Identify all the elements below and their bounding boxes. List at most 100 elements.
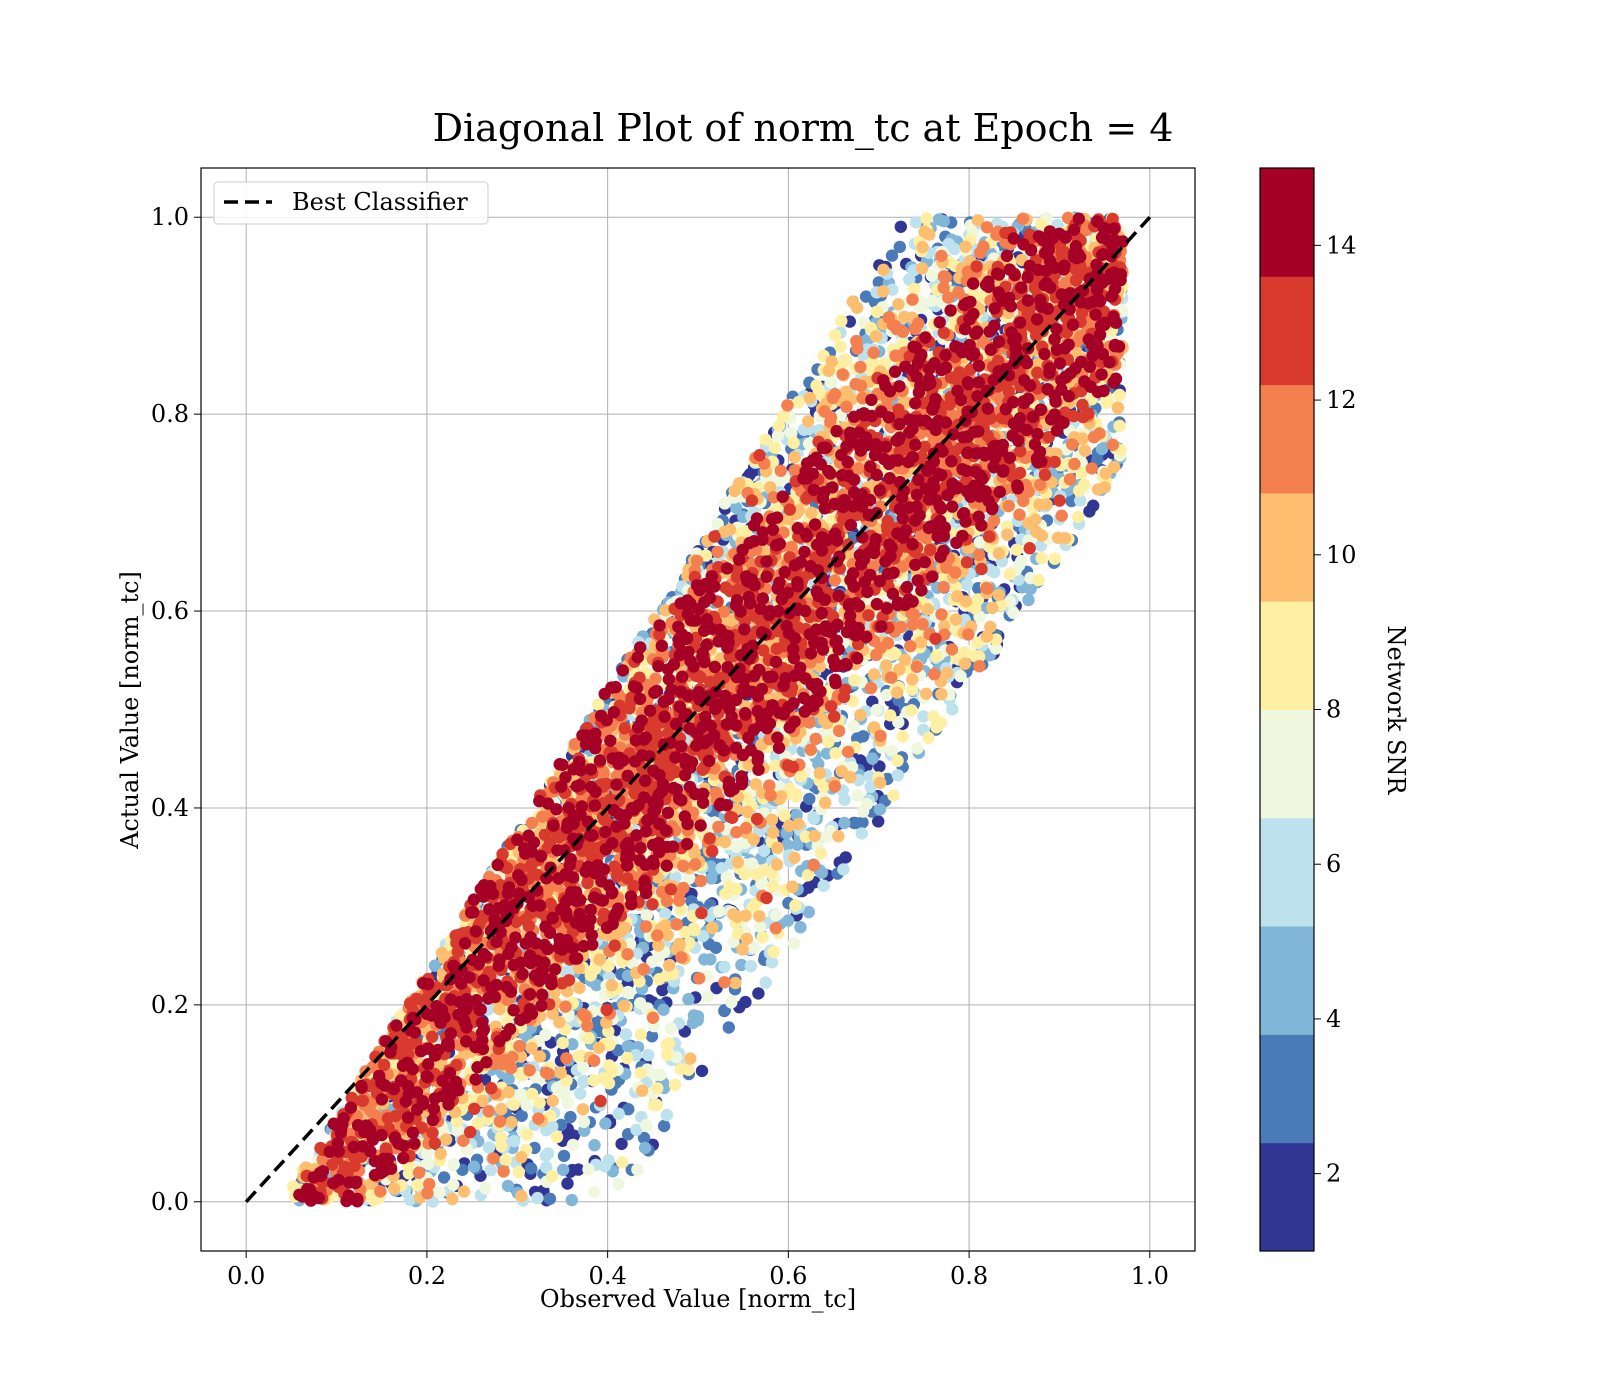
scatter-point [561, 1177, 574, 1190]
scatter-point [612, 1107, 625, 1120]
scatter-point [612, 1178, 625, 1191]
scatter-point [949, 613, 963, 626]
scatter-point [942, 237, 955, 251]
scatter-point [651, 1082, 664, 1095]
scatter-point [1007, 606, 1020, 620]
scatter-point [582, 1163, 595, 1176]
scatter-point [786, 880, 799, 893]
scatter-points [286, 211, 1129, 1208]
scatter-point [434, 1147, 447, 1160]
scatter-point [958, 646, 971, 659]
scatter-point [829, 747, 842, 760]
scatter-point [634, 1066, 647, 1080]
scatter-point [794, 921, 807, 934]
scatter-point [781, 914, 795, 927]
scatter-point [722, 1021, 735, 1034]
scatter-point [507, 1098, 520, 1111]
scatter-point [866, 752, 879, 765]
scatter-point [1065, 494, 1078, 508]
scatter-point [1113, 388, 1126, 402]
scatter-point [856, 730, 870, 743]
scatter-point [545, 1170, 559, 1183]
scatter-point [664, 1022, 677, 1035]
scatter-point [1003, 568, 1016, 581]
scatter-point [787, 436, 800, 450]
scatter-point [648, 1069, 662, 1082]
scatter-point [540, 1161, 553, 1174]
scatter-point [640, 1118, 653, 1132]
scatter-point [524, 1162, 538, 1175]
scatter-point [909, 216, 923, 229]
scatter-point [598, 1160, 611, 1173]
scatter-point [787, 937, 801, 950]
scatter-point [479, 1182, 492, 1195]
scatter-point [634, 997, 647, 1010]
scatter-point [592, 1041, 606, 1055]
scatter-point [1072, 510, 1085, 524]
scatter-point [572, 1163, 585, 1176]
scatter-point [521, 1128, 534, 1141]
scatter-point [921, 603, 934, 616]
scatter-point [903, 273, 916, 286]
scatter-point [566, 1138, 580, 1152]
scatter-point [621, 1051, 634, 1065]
scatter-point [387, 1182, 401, 1195]
scatter-point [872, 815, 885, 828]
scatter-point [887, 789, 900, 802]
scatter-point [767, 945, 780, 959]
scatter-point [541, 1147, 555, 1160]
scatter-point [935, 688, 948, 701]
scatter-point [602, 1077, 616, 1090]
scatter-point [590, 978, 603, 992]
scatter-point [837, 863, 850, 876]
scatter-point [920, 212, 933, 225]
scatter-point [930, 721, 943, 734]
scatter-point [759, 433, 772, 446]
scatter-point [605, 1065, 618, 1079]
scatter-point [820, 830, 833, 843]
scatter-point [499, 1153, 512, 1167]
scatter-point [744, 959, 757, 973]
scatter-point [718, 1004, 731, 1018]
scatter-point [494, 1131, 508, 1144]
scatter-point [437, 1171, 451, 1184]
scatter-point [992, 588, 1005, 602]
scatter-point [588, 1185, 601, 1199]
scatter-point [433, 1186, 446, 1199]
scatter-point [814, 847, 828, 860]
scatter-point [822, 735, 835, 749]
scatter-point [725, 996, 738, 1009]
scatter-point [873, 803, 887, 816]
scatter-point [605, 979, 618, 992]
scatter-point [756, 931, 769, 944]
scatter-point [892, 298, 905, 311]
scatter-point [630, 1123, 643, 1137]
scatter-point [817, 879, 830, 892]
scatter-point [647, 1099, 661, 1112]
scatter-point [668, 1078, 682, 1092]
scatter-point [705, 872, 718, 885]
scatter-point [515, 1088, 528, 1101]
scatter-point [738, 868, 751, 881]
scatter-point [834, 340, 847, 353]
scatter-point [883, 709, 897, 722]
scatter-point [1015, 554, 1028, 568]
scatter-point [739, 995, 752, 1009]
scatter-point [817, 780, 830, 794]
scatter-point [695, 1064, 709, 1078]
scatter-point [838, 816, 851, 830]
scatter-point [802, 905, 815, 919]
scatter-point [631, 1163, 644, 1176]
chart-title: Diagonal Plot of norm_tc at Epoch = 4 [433, 106, 1174, 151]
scatter-point [619, 1028, 633, 1041]
scatter-point [851, 789, 864, 802]
scatter-point [599, 1117, 612, 1130]
scatter-point [698, 953, 711, 966]
scatter-point [663, 959, 676, 972]
scatter-point [792, 395, 805, 409]
scatter-point [531, 1191, 544, 1205]
scatter-point [653, 973, 666, 986]
scatter-point [885, 249, 899, 262]
scatter-point [917, 710, 930, 723]
scatter-point [920, 687, 933, 700]
